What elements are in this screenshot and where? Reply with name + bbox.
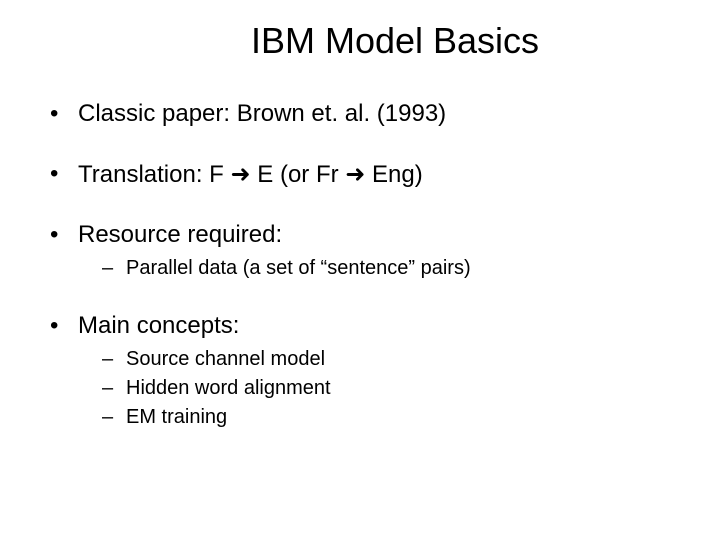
sub-bullet-list: Parallel data (a set of “sentence” pairs… [78,257,680,280]
list-item: Classic paper: Brown et. al. (1993) [50,100,680,128]
list-item: Hidden word alignment [78,377,680,400]
slide: IBM Model Basics Classic paper: Brown et… [0,0,720,540]
sub-bullet-list: Source channel model Hidden word alignme… [78,348,680,429]
sub-bullet-text: Source channel model [126,348,325,370]
list-item: Source channel model [78,348,680,371]
list-item: Main concepts: Source channel model Hidd… [50,312,680,429]
sub-bullet-text: EM training [126,406,227,428]
sub-bullet-text: Parallel data (a set of “sentence” pairs… [126,257,471,279]
bullet-list: Classic paper: Brown et. al. (1993) Tran… [50,100,680,461]
list-item: Resource required: Parallel data (a set … [50,221,680,280]
list-item: Parallel data (a set of “sentence” pairs… [78,257,680,280]
bullet-text: Translation: F ➜ E (or Fr ➜ Eng) [78,161,423,188]
slide-title: IBM Model Basics [0,20,720,62]
list-item: Translation: F ➜ E (or Fr ➜ Eng) [50,160,680,189]
bullet-text: Main concepts: [78,312,239,339]
sub-bullet-text: Hidden word alignment [126,377,331,399]
bullet-text: Classic paper: Brown et. al. (1993) [78,100,446,127]
bullet-text: Resource required: [78,221,282,248]
list-item: EM training [78,406,680,429]
